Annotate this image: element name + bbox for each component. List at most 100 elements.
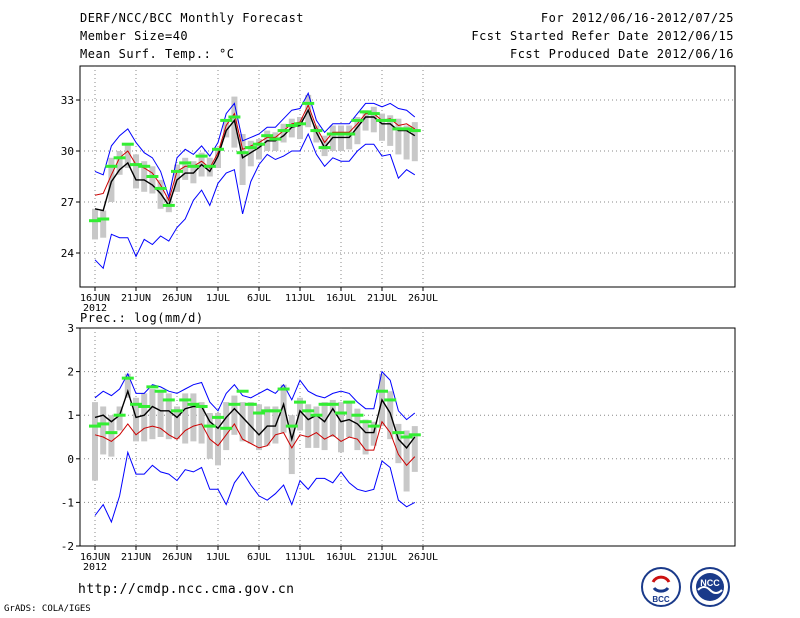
forecast-marker — [285, 124, 298, 127]
y-tick-label: 2 — [67, 366, 74, 379]
forecast-marker — [326, 132, 339, 136]
forecast-marker — [212, 415, 224, 419]
ensemble-box — [338, 402, 344, 453]
forecast-marker — [236, 151, 249, 155]
forecast-marker — [367, 112, 380, 116]
y-tick-label: 24 — [61, 247, 75, 260]
member-size: Member Size=40 — [80, 29, 189, 43]
forecast-marker — [154, 389, 167, 393]
ensemble-box — [313, 406, 320, 448]
ensemble-box — [108, 157, 115, 202]
forecast-marker — [294, 400, 306, 404]
x-tick-label: 16JUL — [326, 293, 356, 304]
forecast-marker — [130, 163, 142, 167]
x-tick-label: 26JUN — [162, 293, 192, 304]
forecast-marker — [89, 219, 101, 223]
ensemble-box — [280, 384, 287, 433]
forecast-marker — [392, 127, 405, 131]
ensemble-box — [288, 415, 295, 475]
forecast-marker — [408, 433, 421, 437]
forecast-marker — [138, 164, 151, 168]
forecast-marker — [162, 398, 175, 402]
ensemble-box — [272, 132, 279, 151]
forecast-marker — [261, 409, 274, 413]
forecast-marker — [253, 142, 265, 146]
ensemble-box — [403, 430, 410, 492]
ensemble-box — [354, 117, 361, 145]
forecast-marker — [302, 409, 315, 413]
forecast-marker — [400, 435, 413, 439]
x-tick-label: 1JUL — [206, 552, 230, 563]
ensemble-box — [305, 404, 312, 448]
ensemble-box — [297, 117, 303, 140]
forecast-marker — [244, 146, 257, 150]
grads-credit: GrADS: COLA/IGES — [4, 604, 91, 614]
forecast-marker — [146, 175, 159, 178]
x-tick-label: 26JUN — [162, 552, 192, 563]
forecast-marker — [335, 132, 347, 136]
ensemble-box — [215, 147, 221, 168]
ensemble-box — [198, 402, 205, 444]
forecast-marker — [105, 431, 118, 435]
forecast-marker — [171, 169, 183, 173]
forecast-marker — [113, 156, 126, 160]
ensemble-box — [149, 389, 156, 440]
forecast-marker — [359, 110, 372, 114]
y-tick-label: 3 — [67, 322, 74, 335]
ensemble-box — [100, 210, 107, 238]
y-tick-label: 27 — [61, 196, 74, 209]
ensemble-box — [256, 139, 262, 160]
ensemble-box — [280, 123, 287, 143]
ensemble-box — [338, 125, 344, 151]
forecast-marker — [351, 413, 364, 417]
panel-title: Prec.: log(mm/d) — [80, 311, 204, 325]
forecast-marker — [285, 424, 298, 428]
ensemble-box — [206, 413, 213, 459]
x-tick-label: 21JUN — [121, 293, 151, 304]
ensemble-box — [379, 113, 385, 141]
forecast-marker — [121, 142, 134, 146]
ensemble-box — [387, 115, 394, 146]
forecast-marker — [97, 217, 110, 221]
plot-frame — [79, 327, 736, 547]
forecast-marker — [187, 402, 200, 406]
forecast-marker — [220, 118, 233, 122]
mean-line — [94, 108, 416, 212]
x-year-label: 2012 — [83, 303, 107, 314]
plot-frame — [79, 65, 736, 288]
ensemble-box — [165, 393, 172, 440]
forecast-marker — [130, 402, 142, 406]
forecast-marker — [359, 420, 372, 424]
ensemble-box — [321, 135, 328, 157]
forecast-marker — [154, 186, 167, 190]
forecast-marker — [384, 398, 397, 402]
ensemble-box — [370, 421, 377, 446]
ensemble-box — [313, 125, 320, 143]
max-line — [94, 91, 416, 199]
forecast-marker — [97, 422, 110, 426]
bcc-logo-text: BCC — [652, 595, 670, 604]
forecast-marker — [294, 122, 306, 126]
source-url[interactable]: http://cmdp.ncc.cma.gov.cn — [78, 582, 295, 597]
forecast-marker — [228, 402, 241, 406]
ensemble-box — [297, 397, 303, 431]
ensemble-box — [395, 118, 402, 155]
forecast-marker — [253, 411, 265, 415]
ensemble-box — [182, 157, 189, 180]
forecast-marker — [171, 409, 183, 413]
forecast-marker — [318, 146, 331, 150]
forecast-marker — [203, 424, 216, 428]
mean-line — [94, 388, 416, 449]
x-tick-label: 21JUL — [367, 552, 397, 563]
min-line — [94, 132, 416, 270]
precipitation-panel: -2 -1 0 1 2 3 16JUN 21JUN 26JUN 1JUL 6JUL 11JUL 16JU… — [61, 311, 736, 573]
forecast-marker — [277, 387, 290, 391]
min-line — [94, 450, 416, 524]
ensemble-box — [239, 134, 246, 185]
forecast-marker — [343, 400, 356, 404]
forecast-marker — [187, 164, 200, 168]
forecast-marker — [269, 409, 282, 413]
forecast-marker — [195, 404, 208, 408]
ncc-logo: NCC — [690, 567, 730, 607]
